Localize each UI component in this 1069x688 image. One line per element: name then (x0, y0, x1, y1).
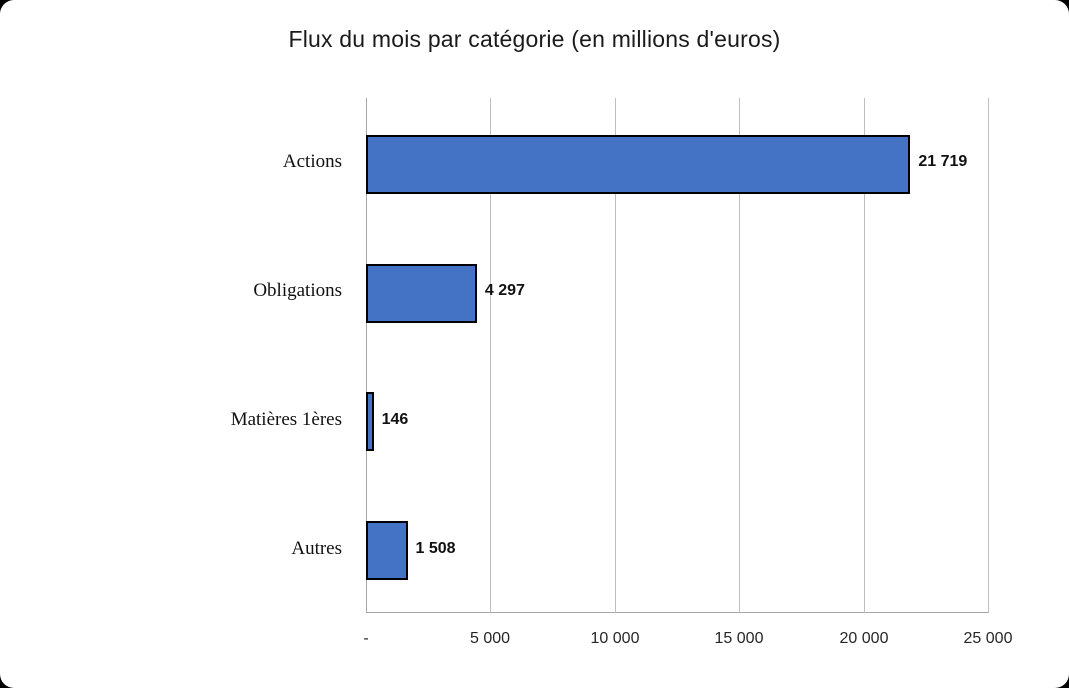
x-tick-label: 20 000 (839, 630, 889, 647)
value-label: 1 508 (415, 539, 456, 557)
gridline (864, 98, 865, 613)
x-tick-label: 10 000 (590, 630, 640, 647)
bar (366, 264, 477, 323)
category-label: Autres (291, 537, 342, 559)
bar (366, 521, 408, 580)
gridline (739, 98, 740, 613)
gridline (988, 98, 989, 613)
y-axis-line (366, 98, 367, 613)
bar (366, 392, 374, 451)
bar (366, 135, 911, 194)
category-label: Obligations (253, 280, 342, 302)
x-tick-label: 5 000 (469, 630, 511, 647)
x-tick-label: - (363, 630, 369, 647)
gridline (615, 98, 616, 613)
x-axis-line (366, 612, 988, 613)
gridline (490, 98, 491, 613)
value-label: 4 297 (484, 282, 525, 300)
category-label: Actions (282, 151, 342, 173)
x-tick-label: 25 000 (963, 630, 1013, 647)
chart-title: Flux du mois par catégorie (en millions … (288, 26, 781, 52)
value-label: 146 (381, 410, 409, 428)
category-label: Matières 1ères (230, 408, 342, 430)
value-label: 21 719 (918, 153, 968, 171)
x-tick-label: 15 000 (714, 630, 764, 647)
plot-area (366, 98, 989, 613)
